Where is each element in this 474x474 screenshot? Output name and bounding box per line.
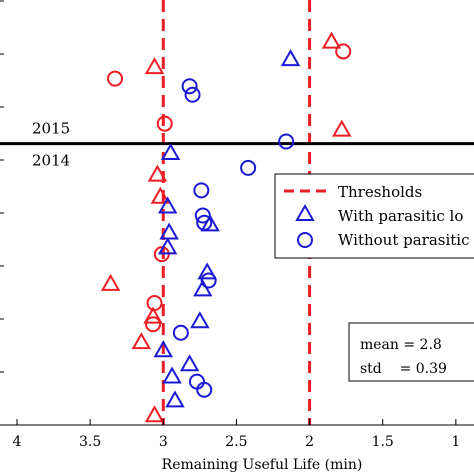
- blue-circle-point-2: [278, 133, 295, 150]
- blue-circle-point-5: [194, 207, 211, 224]
- blue-triangle-point-9: [153, 340, 174, 358]
- red-triangle-point-5: [100, 273, 121, 291]
- red-triangle-point-2: [332, 119, 352, 137]
- blue-triangle-point-12: [165, 390, 185, 408]
- blue-circle-point-4: [193, 182, 210, 199]
- red-triangle-point-4: [150, 186, 171, 204]
- stats-box-frame: [348, 322, 474, 382]
- blue-triangle-point-4: [159, 222, 179, 240]
- red-triangle-point-0: [321, 31, 342, 49]
- blue-circle-point-1: [184, 86, 201, 103]
- blue-triangle-point-11: [162, 366, 182, 384]
- red-circle-point-2: [156, 115, 173, 132]
- legend-label-with-parasitic: With parasitic lo: [338, 207, 463, 225]
- blue-triangle-point-2: [157, 196, 178, 214]
- x-tick-label-3: 2.5: [225, 434, 247, 450]
- y-axis-ticks: [0, 0, 4, 373]
- red-circle-point-1: [107, 70, 124, 87]
- x-tick-label-6: 1: [451, 434, 460, 450]
- legend-triangle-swatch: [295, 203, 315, 221]
- blue-triangle-point-7: [193, 279, 213, 297]
- red-triangle-point-3: [147, 164, 168, 182]
- data-points: [100, 31, 352, 423]
- red-circle-point-5: [145, 316, 162, 333]
- blue-triangle-point-10: [179, 354, 200, 372]
- stats-mean: mean = 2.8: [360, 337, 442, 353]
- blue-circle-point-8: [172, 324, 189, 341]
- blue-circle-point-10: [196, 381, 213, 398]
- blue-triangle-point-5: [157, 237, 178, 255]
- x-tick-label-1: 3.5: [79, 434, 101, 450]
- x-tick-label-5: 1.5: [372, 434, 394, 450]
- year-label-2015: 2015: [32, 120, 70, 138]
- legend: Thresholds With parasitic lo Without par…: [274, 173, 474, 259]
- blue-triangle-point-6: [197, 262, 217, 280]
- x-axis-label: Remaining Useful Life (min): [162, 457, 363, 473]
- blue-triangle-point-1: [160, 142, 181, 160]
- blue-circle-point-0: [181, 78, 198, 95]
- red-triangle-point-7: [131, 332, 152, 350]
- blue-circle-point-7: [200, 272, 217, 289]
- stats-box: mean = 2.8 std = 0.39: [348, 322, 474, 382]
- blue-triangle-point-3: [200, 214, 220, 232]
- legend-label-without-parasitic: Without parasitic: [338, 231, 470, 249]
- blue-circle-point-3: [240, 159, 257, 176]
- x-tick-label-4: 2: [305, 434, 314, 450]
- red-triangle-point-8: [144, 405, 165, 423]
- x-tick-label-2: 3: [159, 434, 168, 450]
- red-circle-point-4: [146, 295, 163, 312]
- blue-circle-point-6: [196, 214, 213, 231]
- legend-box: [274, 173, 474, 259]
- legend-label-thresholds: Thresholds: [338, 183, 422, 201]
- x-tick-label-0: 4: [13, 434, 22, 450]
- red-triangle-point-1: [144, 57, 165, 75]
- red-triangle-point-6: [143, 306, 163, 324]
- x-axis-ticks: 43.532.521.510.5: [13, 419, 460, 450]
- blue-triangle-point-8: [190, 311, 210, 329]
- blue-triangle-point-0: [280, 49, 301, 67]
- red-circle-point-0: [335, 43, 352, 60]
- legend-circle-swatch: [297, 232, 313, 248]
- year-label-2014: 2014: [32, 152, 70, 170]
- stats-std: std = 0.39: [360, 361, 447, 377]
